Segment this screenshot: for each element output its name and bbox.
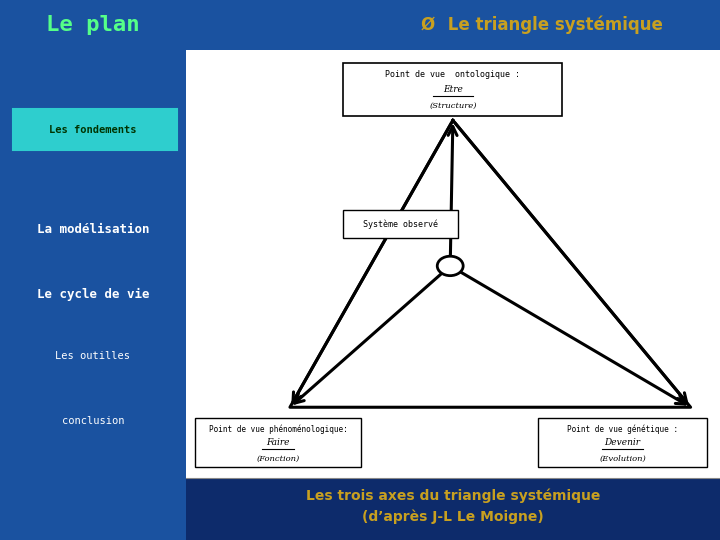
Text: Système observé: Système observé	[364, 219, 438, 229]
Text: Le plan: Le plan	[46, 15, 140, 35]
Text: Point de vue génétique :: Point de vue génétique :	[567, 424, 678, 434]
Text: Etre: Etre	[443, 85, 463, 94]
Text: Faire: Faire	[266, 438, 290, 447]
Text: Le cycle de vie: Le cycle de vie	[37, 288, 149, 301]
FancyBboxPatch shape	[539, 418, 706, 467]
Text: Les trois axes du triangle systémique
(d’après J-L Le Moigne): Les trois axes du triangle systémique (d…	[306, 488, 600, 524]
Bar	[186, 478, 720, 540]
Text: Devenir: Devenir	[605, 438, 641, 447]
Text: conclusion: conclusion	[62, 416, 124, 426]
Text: La modélisation: La modélisation	[37, 223, 149, 236]
Text: Le triangle systémique: Le triangle systémique	[442, 16, 663, 34]
Text: Ø: Ø	[420, 16, 435, 34]
Text: (Evolution): (Evolution)	[599, 454, 646, 462]
FancyBboxPatch shape	[343, 63, 562, 116]
Text: (Fonction): (Fonction)	[256, 454, 300, 462]
Bar	[186, 50, 720, 478]
FancyBboxPatch shape	[343, 210, 458, 238]
FancyBboxPatch shape	[195, 418, 361, 467]
Text: (Structure): (Structure)	[429, 102, 477, 109]
Text: Point de vue  ontologique :: Point de vue ontologique :	[385, 70, 521, 79]
Text: Les outilles: Les outilles	[55, 352, 130, 361]
Bar	[0, 0, 720, 50]
Bar	[13, 109, 177, 150]
Circle shape	[437, 256, 463, 275]
Text: Point de vue phénoménologique:: Point de vue phénoménologique:	[209, 424, 348, 434]
Text: Les fondements: Les fondements	[49, 125, 137, 134]
